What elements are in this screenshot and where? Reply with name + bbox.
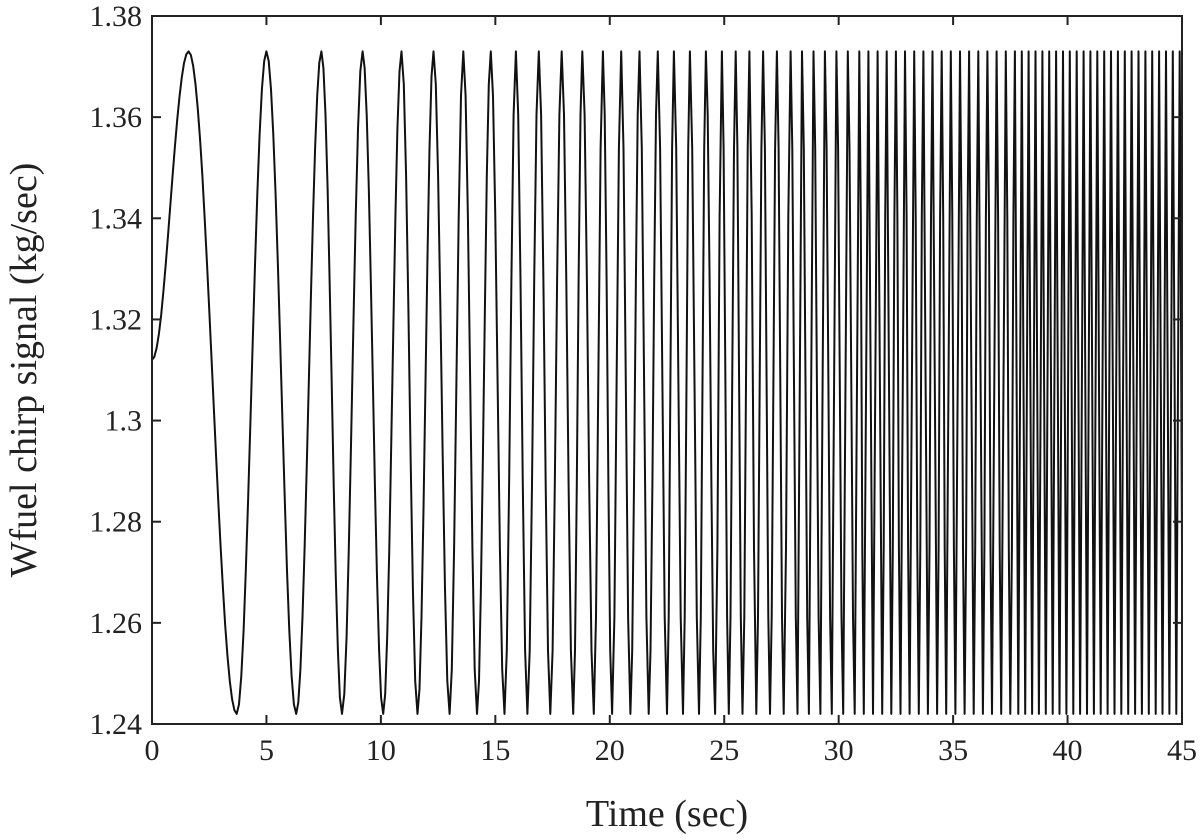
y-tick-label: 1.38 [90,0,143,33]
y-tick-label: 1.28 [90,506,143,539]
plot-content [151,50,1183,715]
plot-frame [151,15,1183,725]
x-axis-label: Time (sec) [586,793,748,835]
x-tick-label: 5 [259,734,274,767]
x-tick-label: 40 [1053,734,1083,767]
y-tick-label: 1.26 [90,607,143,640]
x-tick-label: 0 [145,734,160,767]
x-tick-label: 10 [366,734,396,767]
y-axis-label: Wfuel chirp signal (kg/sec) [3,163,45,578]
x-tick-label: 45 [1167,734,1197,767]
y-tick-label: 1.32 [90,303,143,336]
x-tick-label: 15 [480,734,510,767]
chirp-signal-line [151,50,1183,715]
x-axis: 0 5 10 15 20 25 30 35 40 45 [145,16,1197,767]
y-tick-label: 1.34 [90,202,143,235]
y-tick-label: 1.36 [90,101,143,134]
x-tick-label: 30 [824,734,854,767]
x-tick-label: 35 [938,734,968,767]
y-axis: 1.24 1.26 1.28 1.3 1.32 1.34 1.36 1.38 [90,0,1182,741]
y-tick-label: 1.24 [90,708,143,741]
x-tick-label: 20 [595,734,625,767]
y-tick-label: 1.3 [105,405,143,438]
x-tick-label: 25 [709,734,739,767]
